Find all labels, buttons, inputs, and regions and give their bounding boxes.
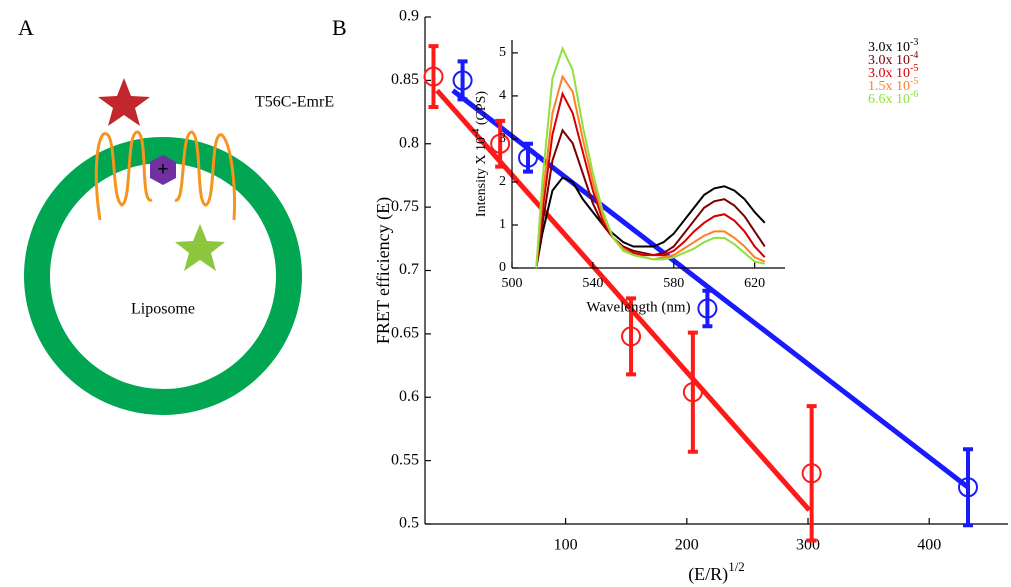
data-point (490, 133, 511, 154)
legend-entry: 6.6x 10-6 (868, 89, 918, 107)
y-axis-label-base: Intensity X 10 (474, 137, 489, 217)
y-tick-label: 0.9 (399, 8, 419, 25)
legend-entry-sup: -5 (910, 76, 918, 87)
y-axis-label: Intensity X 10-4 (CPS) (471, 91, 489, 218)
error-bar (806, 404, 817, 543)
legend-entry: 3.0x 10-3 (868, 37, 918, 55)
y-tick-label: 0.65 (391, 325, 419, 342)
error-bar (702, 288, 713, 329)
y-tick-label: 0.75 (391, 198, 419, 215)
y-tick-label: 0.55 (391, 451, 419, 468)
legend-entry-sup: -6 (910, 89, 918, 100)
y-tick-label: 1 (499, 217, 506, 232)
x-tick-label: 100 (554, 537, 578, 554)
x-tick-label: 500 (502, 276, 523, 291)
y-axis-label: FRET efficiency (E) (373, 197, 394, 344)
y-tick-label: 4 (499, 88, 506, 103)
legend-entry-base: 6.6x 10 (868, 92, 910, 107)
x-tick-label: 580 (663, 276, 684, 291)
legend-entry-base: 3.0x 10 (868, 53, 910, 68)
binding-site (150, 155, 176, 185)
x-axis-label-sup: 1/2 (728, 559, 745, 574)
data-point (801, 463, 822, 484)
legend-entry-base: 3.0x 10 (868, 40, 910, 55)
error-bar (626, 296, 637, 377)
y-axis-label-tail: (CPS) (474, 91, 489, 129)
error-bar (963, 447, 974, 528)
legend-entry-sup: -4 (910, 50, 918, 61)
x-tick-label: 200 (675, 537, 699, 554)
x-axis-label: Wavelength (nm) (586, 299, 690, 315)
spectrum-line (535, 128, 766, 269)
liposome-membrane (24, 137, 302, 415)
data-point (697, 298, 718, 319)
error-bar (495, 118, 506, 169)
legend-entry: 3.0x 10-4 (868, 50, 918, 68)
liposome-label: Liposome (131, 301, 195, 318)
y-tick-label: 5 (499, 45, 506, 60)
data-point (958, 477, 979, 498)
acceptor-star (98, 78, 150, 126)
protein-label: T56C-EmrE (255, 94, 334, 111)
data-point (682, 382, 703, 403)
donor-star (175, 224, 225, 271)
legend-entry: 1.5x 10-5 (868, 76, 918, 94)
data-point (518, 147, 539, 168)
y-tick-label: 0.85 (391, 71, 419, 88)
y-tick-label: 0.8 (399, 134, 419, 151)
error-bar (687, 330, 698, 454)
legend-entry-sup: -3 (910, 37, 918, 48)
panel-label: B (332, 15, 347, 40)
spectrum-line (535, 90, 766, 269)
y-tick-label: 0 (499, 260, 506, 275)
legend-entry-base: 1.5x 10 (868, 79, 910, 94)
y-tick-label: 2 (499, 174, 506, 189)
x-tick-label: 400 (917, 537, 941, 554)
y-tick-label: 0.5 (399, 515, 419, 532)
y-tick-label: 0.7 (399, 261, 419, 278)
data-point (423, 66, 444, 87)
emre-helices (94, 130, 236, 221)
x-tick-label: 620 (744, 276, 765, 291)
error-bar (457, 59, 468, 102)
y-tick-label: 3 (499, 131, 506, 146)
x-axis-label-base: (E/R) (688, 564, 728, 585)
y-axis-label-sup: -4 (471, 129, 482, 137)
error-bar (428, 44, 439, 109)
x-tick-label: 540 (582, 276, 603, 291)
spectrum-line (535, 45, 765, 269)
charge: + (157, 159, 168, 181)
legend-entry-sup: -5 (910, 63, 918, 74)
legend-entry-base: 3.0x 10 (868, 66, 910, 81)
data-point (621, 326, 642, 347)
data-point (452, 70, 473, 91)
panel-label: A (18, 15, 34, 40)
y-tick-label: 0.6 (399, 388, 419, 405)
panel-a: A + T56C-EmrE Liposome (18, 15, 334, 415)
spectrum-line (535, 176, 766, 269)
x-axis-label: (E/R)1/2 (688, 559, 745, 585)
legend-entry: 3.0x 10-5 (868, 63, 918, 81)
